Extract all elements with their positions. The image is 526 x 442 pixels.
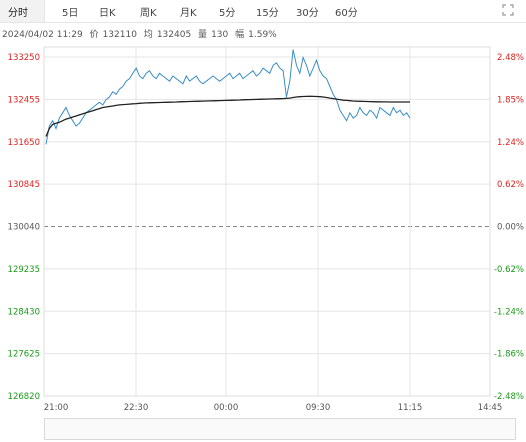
pct-tick-label: 0.62% xyxy=(497,180,524,190)
period-tab-bar: 分时 5日 日K 周K 月K 5分 15分 30分 60分 xyxy=(0,0,526,23)
tab-monthly-k[interactable]: 月K xyxy=(180,8,197,19)
tab-weekly-k[interactable]: 周K xyxy=(140,8,157,19)
x-tick-label: 11:15 xyxy=(398,403,423,413)
info-change: 1.59% xyxy=(248,30,277,40)
x-tick-label: 09:30 xyxy=(306,403,331,413)
pct-tick-label: -0.62% xyxy=(494,265,524,275)
info-datetime: 2024/04/02 11:29 xyxy=(2,30,83,40)
info-price: 132110 xyxy=(102,30,137,40)
y-tick-label: 128430 xyxy=(8,307,40,317)
info-price-label: 价 xyxy=(89,30,99,40)
y-tick-label: 130040 xyxy=(8,223,40,233)
y-tick-label: 130845 xyxy=(8,180,40,190)
info-avg: 132405 xyxy=(156,30,192,40)
tab-intraday[interactable]: 分时 xyxy=(8,8,28,19)
x-tick-label: 00:00 xyxy=(214,403,239,413)
tab-60min[interactable]: 60分 xyxy=(335,8,358,19)
x-tick-label: 21:00 xyxy=(44,403,69,413)
tab-daily-k[interactable]: 日K xyxy=(99,8,116,19)
info-avg-label: 均 xyxy=(143,30,153,40)
expand-icon[interactable] xyxy=(502,4,514,16)
y-tick-label: 126820 xyxy=(8,392,40,402)
pct-tick-label: -1.86% xyxy=(494,350,524,360)
tab-30min[interactable]: 30分 xyxy=(296,8,319,19)
y-tick-label: 129235 xyxy=(8,265,40,275)
y-tick-label: 127625 xyxy=(8,350,40,360)
pct-tick-label: 2.48% xyxy=(497,53,524,63)
price-line xyxy=(45,49,411,145)
info-vol-label: 量 xyxy=(198,30,208,40)
active-tab-highlight xyxy=(0,0,45,22)
pct-tick-label: 1.24% xyxy=(497,138,524,148)
info-vol: 130 xyxy=(211,30,229,40)
tab-5min[interactable]: 5分 xyxy=(219,8,236,19)
average-line xyxy=(45,95,410,137)
tab-5day[interactable]: 5日 xyxy=(62,8,79,19)
pct-tick-label: 1.85% xyxy=(497,95,524,105)
time-navigator[interactable] xyxy=(44,418,516,440)
x-tick-label: 14:45 xyxy=(478,403,503,413)
plot-border xyxy=(43,46,491,397)
pct-tick-label: -2.48% xyxy=(494,392,524,402)
info-change-label: 幅 xyxy=(235,30,245,40)
y-tick-label: 133250 xyxy=(8,53,40,63)
tab-15min[interactable]: 15分 xyxy=(256,8,279,19)
y-tick-label: 131650 xyxy=(8,138,40,148)
pct-tick-label: 0.00% xyxy=(497,223,524,233)
y-tick-label: 132455 xyxy=(8,95,40,105)
x-tick-label: 22:30 xyxy=(124,403,149,413)
pct-tick-label: -1.24% xyxy=(494,307,524,317)
